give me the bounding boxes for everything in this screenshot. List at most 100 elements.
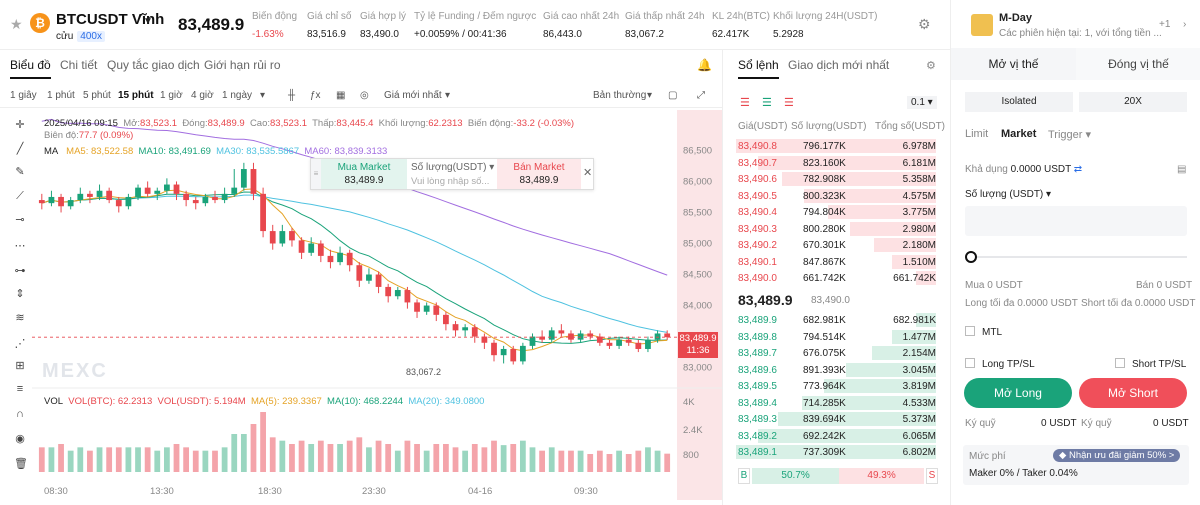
layout-panel-icon[interactable]: ▢: [668, 90, 678, 101]
settings-sliders-icon[interactable]: ⚙: [926, 60, 936, 72]
price-chart[interactable]: 86,50086,00085,50085,00084,50084,00083,5…: [32, 110, 722, 500]
qty-unit-select[interactable]: Số lượng (USDT) ▾: [965, 189, 1052, 200]
bids-row[interactable]: 83,489.4 714.285K 4.533M: [723, 395, 951, 412]
fullscreen-icon[interactable]: ⤢: [697, 90, 705, 101]
tab-chart[interactable]: Biểu đồ: [10, 58, 51, 79]
qty-input[interactable]: [965, 206, 1187, 236]
settings-sliders-icon[interactable]: ⚙: [918, 16, 931, 32]
tab-close-position[interactable]: Đóng vị thế: [1076, 48, 1200, 80]
camera-icon[interactable]: ◎: [360, 90, 369, 101]
qty-slider[interactable]: [967, 256, 1187, 258]
candle-type-icon[interactable]: ╫: [288, 90, 296, 101]
trend-line-icon[interactable]: ╱: [16, 143, 24, 155]
text-icon[interactable]: ≡: [16, 383, 24, 395]
asks-row[interactable]: 83,490.3 800.280K 2.980M: [723, 221, 951, 238]
bids-row[interactable]: 83,489.1 737.309K 6.802M: [723, 444, 951, 461]
book-bids-icon[interactable]: ☰: [762, 97, 772, 109]
margin-mode-button[interactable]: Isolated: [965, 92, 1073, 112]
vertical-tool-icon[interactable]: ⇕: [15, 288, 25, 300]
fib-icon[interactable]: ≋: [15, 312, 25, 324]
buy-market-button[interactable]: Mua Market 83,489.9: [321, 159, 407, 189]
pattern-icon[interactable]: ⋰: [14, 338, 26, 350]
tab-open-position[interactable]: Mở vị thế: [951, 48, 1076, 80]
interval-15m[interactable]: 15 phút: [118, 90, 154, 101]
tab-risk-limit[interactable]: Giới hạn rủi ro: [204, 58, 281, 72]
asks-row[interactable]: 83,490.4 794.804K 3.775M: [723, 204, 951, 221]
tab-details[interactable]: Chi tiết: [60, 58, 98, 72]
price-source-select[interactable]: Giá mới nhất: [384, 90, 442, 101]
short-tpsl-checkbox[interactable]: [1115, 358, 1125, 368]
bids-row[interactable]: 83,489.2 692.242K 6.065M: [723, 428, 951, 445]
tab-trading-rules[interactable]: Quy tắc giao dịch: [107, 58, 200, 72]
order-type-trigger[interactable]: Trigger ▾: [1048, 129, 1092, 141]
channel-icon[interactable]: ⋯: [14, 240, 26, 252]
candlestick-svg[interactable]: 86,50086,00085,50085,00084,50084,00083,5…: [32, 110, 722, 500]
tick-size-select[interactable]: 0.1 ▾: [907, 96, 937, 109]
drag-handle-icon[interactable]: ≡: [311, 159, 321, 189]
indicator-icon[interactable]: ƒx: [310, 90, 321, 101]
eye-icon[interactable]: ◉: [15, 433, 25, 445]
magnet-icon[interactable]: ∩: [16, 408, 24, 420]
interval-1s[interactable]: 1 giây: [10, 90, 37, 101]
chevron-right-icon[interactable]: ›: [1183, 19, 1187, 30]
chevron-down-icon[interactable]: ▾: [445, 90, 451, 101]
bids-row[interactable]: 83,489.8 794.514K 1.477M: [723, 329, 951, 346]
brush-icon[interactable]: ⟋: [16, 190, 24, 202]
order-type-market[interactable]: Market: [1001, 128, 1037, 140]
favorite-star-icon[interactable]: ★: [10, 16, 23, 32]
promo-text[interactable]: Các phiên hiện tại: 1, với tổng tiền ...: [999, 28, 1162, 39]
tab-recent-trades[interactable]: Giao dịch mới nhất: [788, 58, 890, 72]
bell-icon[interactable]: 🔔: [697, 58, 712, 72]
interval-1h[interactable]: 1 giờ: [160, 90, 183, 101]
slider-handle[interactable]: [965, 251, 977, 263]
tab-order-book[interactable]: Sổ lệnh: [738, 58, 779, 79]
book-both-icon[interactable]: ☰: [740, 97, 750, 109]
book-asks-icon[interactable]: ☰: [784, 97, 794, 109]
crosshair-icon[interactable]: ✛: [15, 119, 25, 131]
calculator-icon[interactable]: ▤: [1177, 164, 1187, 175]
trash-icon[interactable]: 🗑: [14, 458, 28, 470]
chart-mode-select[interactable]: Bản thường: [593, 90, 647, 101]
open-short-button[interactable]: Mở Short: [1079, 378, 1187, 408]
asks-row[interactable]: 83,490.6 782.908K 5.358M: [723, 171, 951, 188]
asks-row[interactable]: 83,490.5 800.323K 4.575M: [723, 188, 951, 205]
sell-market-button[interactable]: Bán Market 83,489.9: [497, 159, 581, 189]
interval-1m[interactable]: 1 phút: [47, 90, 75, 101]
ray-icon[interactable]: ⊶: [14, 265, 26, 277]
candle-body: [231, 187, 238, 194]
measure-icon[interactable]: ⊞: [15, 360, 25, 372]
candle-body: [125, 196, 132, 207]
layout-icon[interactable]: ▦: [336, 90, 346, 101]
asks-row[interactable]: 83,490.7 823.160K 6.181M: [723, 155, 951, 172]
asks-row[interactable]: 83,490.1 847.867K 1.510M: [723, 254, 951, 271]
bids-row[interactable]: 83,489.7 676.075K 2.154M: [723, 345, 951, 362]
asks-row[interactable]: 83,490.2 670.301K 2.180M: [723, 237, 951, 254]
interval-4h[interactable]: 4 giờ: [191, 90, 214, 101]
stat-value: +0.0059% / 00:41:36: [414, 29, 507, 40]
candle-body: [38, 200, 45, 204]
chevron-down-icon[interactable]: ▾: [260, 90, 266, 101]
open-long-button[interactable]: Mở Long: [964, 378, 1072, 408]
horizontal-line-icon[interactable]: ⊸: [15, 214, 25, 226]
mtl-checkbox[interactable]: [965, 326, 975, 336]
bids-row[interactable]: 83,489.5 773.964K 3.819M: [723, 378, 951, 395]
bids-row[interactable]: 83,489.6 891.393K 3.045M: [723, 362, 951, 379]
long-tpsl-checkbox[interactable]: [965, 358, 975, 368]
fee-promo-badge[interactable]: ◆ Nhận ưu đãi giảm 50% >: [1053, 449, 1181, 462]
interval-5m[interactable]: 5 phút: [83, 90, 111, 101]
bids-row[interactable]: 83,489.9 682.981K 682.981K: [723, 312, 951, 329]
bids-row[interactable]: 83,489.3 839.694K 5.373M: [723, 411, 951, 428]
book-total: 6.802M: [902, 447, 936, 458]
pair-name[interactable]: BTCUSDT Vĩnh: [56, 11, 165, 28]
leverage-button[interactable]: 20X: [1079, 92, 1187, 112]
close-icon[interactable]: ✕: [583, 167, 593, 179]
chevron-down-icon[interactable]: ▼: [143, 16, 153, 27]
book-price: 83,489.7: [738, 348, 777, 359]
quick-qty-input[interactable]: Vui lòng nhập số...: [411, 176, 490, 187]
chevron-down-icon[interactable]: ▾: [647, 90, 653, 101]
pen-icon[interactable]: ✎: [15, 166, 25, 178]
asks-row[interactable]: 83,490.0 661.742K 661.742K: [723, 270, 951, 287]
order-type-limit[interactable]: Limit: [965, 128, 989, 140]
asks-row[interactable]: 83,490.8 796.177K 6.978M: [723, 138, 951, 155]
interval-1d[interactable]: 1 ngày: [222, 90, 253, 101]
